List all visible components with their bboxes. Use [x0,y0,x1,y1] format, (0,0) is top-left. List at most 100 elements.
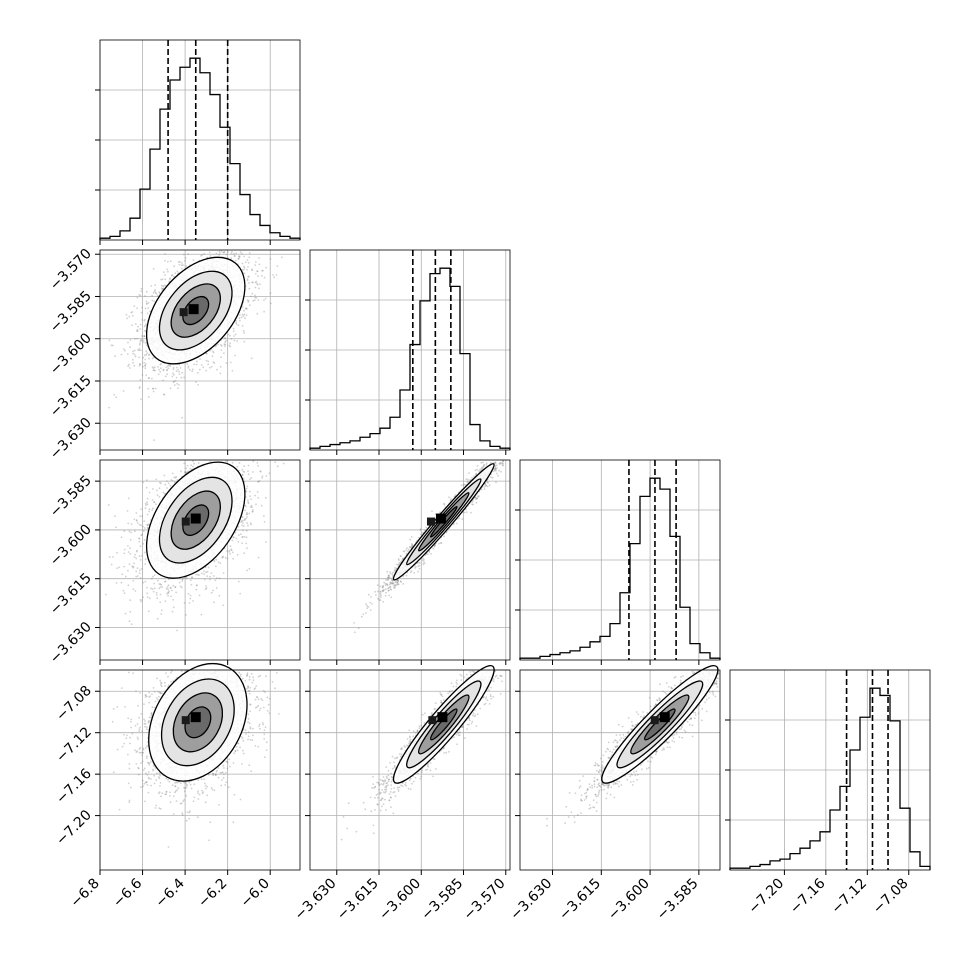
histogram-bar [910,852,920,870]
scatter-point [238,534,240,536]
scatter-point [225,254,227,256]
scatter-point [224,337,226,339]
scatter-point [222,556,224,558]
scatter-point [158,291,160,293]
scatter-point [146,479,148,481]
scatter-point [256,462,258,464]
scatter-point [140,350,142,352]
scatter-point [198,462,200,464]
scatter-point [123,348,125,350]
histogram-bar [780,859,790,870]
scatter-point [263,515,265,517]
scatter-point [155,388,157,390]
scatter-point [185,257,187,259]
scatter-point [251,293,253,295]
scatter-point [265,497,267,499]
scatter-point [170,596,172,598]
histogram-bar [230,164,240,240]
scatter-point [212,355,214,357]
scatter-point [146,352,148,354]
scatter-point [245,491,247,493]
scatter-point [166,373,168,375]
scatter-point [197,384,199,386]
scatter-point [182,578,184,580]
histogram-bar [670,536,680,660]
scatter-point [146,303,148,305]
scatter-point [249,304,251,306]
scatter-point [127,584,129,586]
scatter-point [176,370,178,372]
scatter-point [270,303,272,305]
scatter-point [144,319,146,321]
scatter-point [204,579,206,581]
scatter-point [255,273,257,275]
scatter-point [240,251,242,253]
scatter-point [219,562,221,564]
scatter-point [203,573,205,575]
scatter-point [138,537,140,539]
scatter-point [144,527,146,529]
scatter-point [148,302,150,304]
y-tick-label: −3.570 [47,246,95,294]
scatter-point [228,334,230,336]
scatter-point [131,324,133,326]
scatter-point [193,364,195,366]
scatter-point [202,366,204,368]
scatter-point [215,580,217,582]
histogram-bar [220,127,230,240]
scatter-point [261,477,263,479]
scatter-point [167,271,169,273]
scatter-point [158,588,160,590]
scatter-point [196,364,198,366]
scatter-point [123,530,125,532]
scatter-point [147,514,149,516]
scatter-point [181,262,183,264]
scatter-point [153,439,155,441]
scatter-point [283,463,285,465]
scatter-point [232,462,234,464]
scatter-point [209,252,211,254]
scatter-point [141,568,143,570]
scatter-point [184,260,186,262]
scatter-point [133,305,135,307]
scatter-point [265,298,267,300]
histogram-bar [340,443,350,450]
scatter-point [141,599,143,601]
scatter-point [139,569,141,571]
scatter-point [230,545,232,547]
scatter-point [142,357,144,359]
scatter-point [247,501,249,503]
scatter-point [249,568,251,570]
scatter-point [249,495,251,497]
scatter-point [142,482,144,484]
scatter-point [220,344,222,346]
scatter-point [250,296,252,298]
scatter-point [132,315,134,317]
scatter-point [127,365,129,367]
scatter-point [209,367,211,369]
scatter-point [195,574,197,576]
scatter-point [246,547,248,549]
scatter-point [232,540,234,542]
scatter-point [166,487,168,489]
scatter-point [155,503,157,505]
scatter-point [207,361,209,363]
scatter-point [247,525,249,527]
scatter-point [147,596,149,598]
scatter-point [264,521,266,523]
scatter-point [170,388,172,390]
scatter-point [247,266,249,268]
histogram-bar [640,496,650,660]
scatter-point [227,558,229,560]
histogram-bar [850,750,860,870]
scatter-point [246,530,248,532]
scatter-point [239,320,241,322]
scatter-point [255,287,257,289]
scatter-point [160,482,162,484]
scatter-point [199,369,201,371]
histogram-outline [520,478,720,660]
scatter-point [134,354,136,356]
scatter-point [199,358,201,360]
histogram-outline [310,268,510,450]
scatter-point [240,533,242,535]
